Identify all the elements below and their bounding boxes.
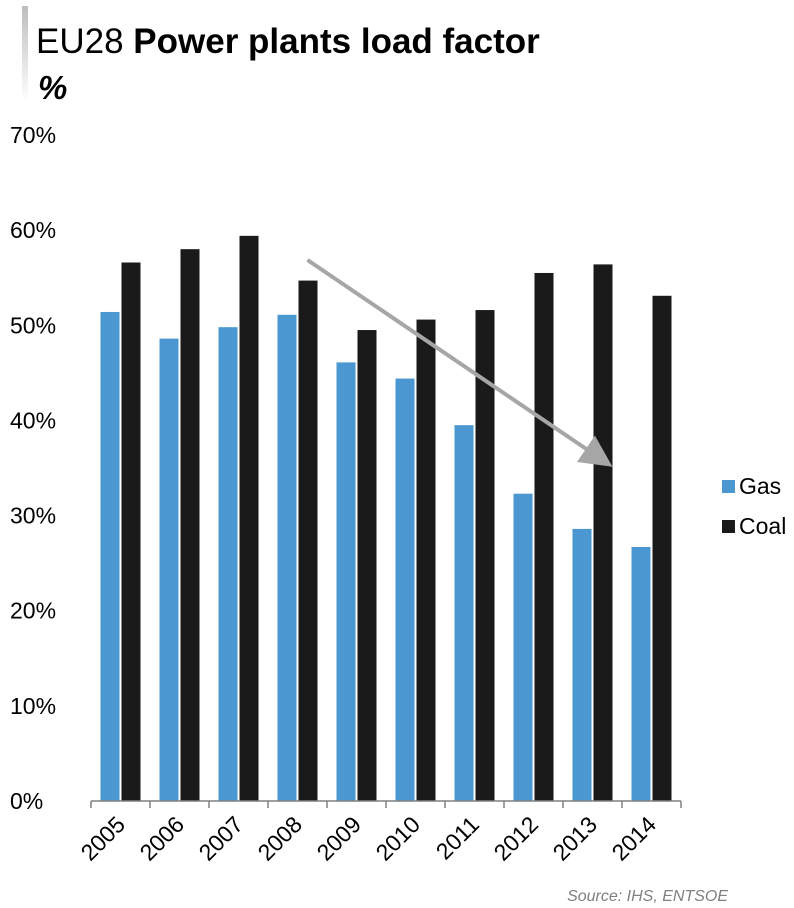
x-tick-label: 2012 bbox=[488, 811, 543, 866]
legend-item-coal: Coal bbox=[722, 506, 786, 546]
legend: Gas Coal bbox=[722, 466, 786, 546]
y-tick-label: 60% bbox=[10, 217, 56, 243]
bar-gas-2010 bbox=[395, 378, 415, 801]
x-tick-label: 2011 bbox=[431, 811, 484, 864]
chart-title: EU28 Power plants load factor bbox=[36, 20, 540, 64]
legend-item-gas: Gas bbox=[722, 466, 786, 506]
x-tick-label: 2006 bbox=[134, 811, 189, 866]
bar-coal-2009 bbox=[357, 330, 377, 801]
y-tick-label: 10% bbox=[10, 693, 56, 719]
bar-gas-2007 bbox=[218, 327, 238, 801]
bar-gas-2014 bbox=[631, 546, 651, 801]
bar-gas-2005 bbox=[100, 311, 120, 801]
bar-coal-2011 bbox=[475, 310, 495, 801]
bar-coal-2012 bbox=[534, 272, 554, 801]
bar-coal-2007 bbox=[239, 235, 259, 801]
x-tick-label: 2005 bbox=[75, 811, 130, 866]
bar-coal-2010 bbox=[416, 319, 436, 801]
title-main: Power plants load factor bbox=[133, 22, 540, 61]
x-tick-label: 2014 bbox=[606, 811, 661, 866]
y-tick-label: 50% bbox=[10, 312, 56, 338]
y-tick-label: 0% bbox=[10, 788, 43, 814]
x-tick-label: 2009 bbox=[311, 811, 366, 866]
trend-arrow bbox=[306, 258, 613, 467]
title-prefix: EU28 bbox=[36, 22, 124, 61]
y-tick-label: 20% bbox=[10, 598, 56, 624]
bar-gas-2006 bbox=[159, 338, 179, 801]
bar-coal-2013 bbox=[593, 264, 613, 801]
bar-coal-2008 bbox=[298, 280, 318, 801]
legend-swatch-gas bbox=[722, 479, 735, 493]
x-tick-label: 2007 bbox=[193, 811, 248, 866]
y-tick-label: 30% bbox=[10, 503, 56, 529]
x-tick-label: 2010 bbox=[370, 811, 425, 866]
title-accent-bar bbox=[22, 6, 28, 102]
bar-gas-2012 bbox=[513, 493, 533, 801]
bar-coal-2006 bbox=[180, 249, 200, 801]
x-tick-label: 2013 bbox=[547, 811, 602, 866]
y-tick-label: 70% bbox=[10, 122, 56, 148]
bar-gas-2013 bbox=[572, 528, 592, 801]
source-note: Source: IHS, ENTSOE bbox=[567, 888, 728, 905]
bar-gas-2009 bbox=[336, 362, 356, 801]
title-unit: % bbox=[38, 69, 68, 106]
bar-gas-2008 bbox=[277, 314, 297, 801]
bar-coal-2005 bbox=[121, 262, 141, 801]
legend-swatch-coal bbox=[722, 519, 735, 533]
legend-label-coal: Coal bbox=[739, 512, 787, 539]
bar-coal-2014 bbox=[652, 295, 672, 801]
y-tick-label: 40% bbox=[10, 407, 56, 433]
x-tick-label: 2008 bbox=[252, 811, 307, 866]
legend-label-gas: Gas bbox=[739, 472, 782, 499]
bar-gas-2011 bbox=[454, 425, 474, 801]
